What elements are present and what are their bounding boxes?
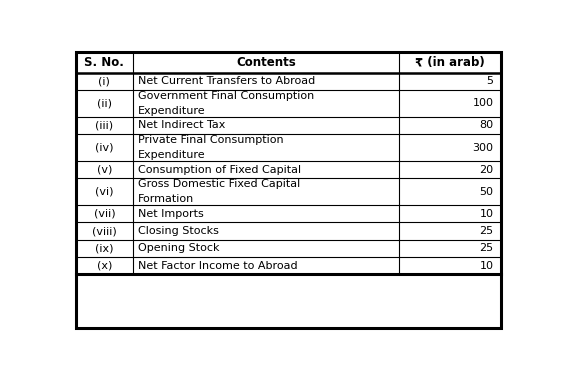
Text: Net Current Transfers to Abroad: Net Current Transfers to Abroad [138,76,316,86]
Text: (ix): (ix) [95,244,114,253]
Text: Government Final Consumption: Government Final Consumption [138,91,315,101]
Text: 10: 10 [480,209,494,219]
Text: ₹ (in arab): ₹ (in arab) [415,56,485,69]
Text: 100: 100 [472,98,494,108]
Text: Expenditure: Expenditure [138,150,206,160]
Text: Opening Stock: Opening Stock [138,244,220,253]
Text: (vii): (vii) [93,209,115,219]
Text: Net Factor Income to Abroad: Net Factor Income to Abroad [138,261,298,271]
Text: (iv): (iv) [95,143,114,153]
Text: 20: 20 [480,165,494,175]
Text: (viii): (viii) [92,226,117,236]
Text: (iii): (iii) [95,120,113,130]
Text: Contents: Contents [236,56,296,69]
Text: 25: 25 [480,244,494,253]
Text: Consumption of Fixed Capital: Consumption of Fixed Capital [138,165,301,175]
Text: Net Indirect Tax: Net Indirect Tax [138,120,226,130]
Text: (x): (x) [97,261,112,271]
Text: 300: 300 [472,143,494,153]
Text: Net Imports: Net Imports [138,209,204,219]
Text: (i): (i) [99,76,110,86]
Text: 25: 25 [480,226,494,236]
Text: 80: 80 [480,120,494,130]
Text: S. No.: S. No. [84,56,124,69]
Text: (v): (v) [97,165,112,175]
Text: Expenditure: Expenditure [138,106,206,116]
Text: Closing Stocks: Closing Stocks [138,226,219,236]
Text: 5: 5 [486,76,494,86]
Text: 50: 50 [480,187,494,197]
Text: Gross Domestic Fixed Capital: Gross Domestic Fixed Capital [138,179,301,189]
Text: Formation: Formation [138,194,195,204]
Text: Private Final Consumption: Private Final Consumption [138,135,284,145]
Text: (vi): (vi) [95,187,114,197]
Text: 10: 10 [480,261,494,271]
Text: (ii): (ii) [97,98,112,108]
